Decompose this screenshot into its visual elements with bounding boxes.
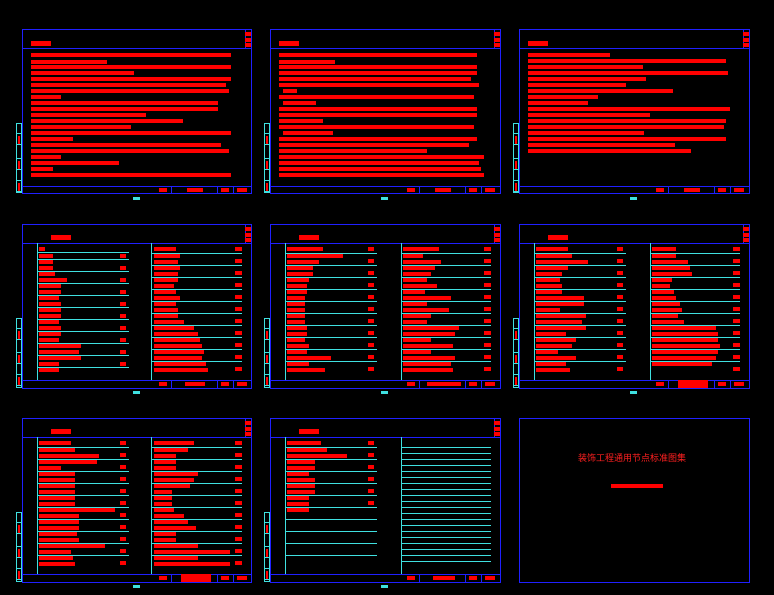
cover-title: 装饰工程通用节点标准图集	[578, 454, 687, 464]
footer-rule	[23, 186, 251, 187]
drawing-sheet-4[interactable]	[22, 224, 252, 389]
drawing-sheet-7[interactable]	[22, 418, 252, 583]
sheet-marker	[133, 197, 140, 200]
drawing-sheet-1[interactable]	[22, 29, 252, 194]
cover-subtitle-bar	[611, 484, 663, 488]
drawing-sheet-5[interactable]	[270, 224, 501, 389]
drawing-sheet-6[interactable]	[519, 224, 750, 389]
header-rule	[23, 48, 251, 49]
sheet-title-mark	[31, 41, 51, 46]
drawing-sheet-3[interactable]	[519, 29, 750, 194]
drawing-sheet-8[interactable]	[270, 418, 501, 583]
drawing-sheet-2[interactable]	[270, 29, 501, 194]
cover-sheet[interactable]: 装饰工程通用节点标准图集	[519, 418, 750, 583]
